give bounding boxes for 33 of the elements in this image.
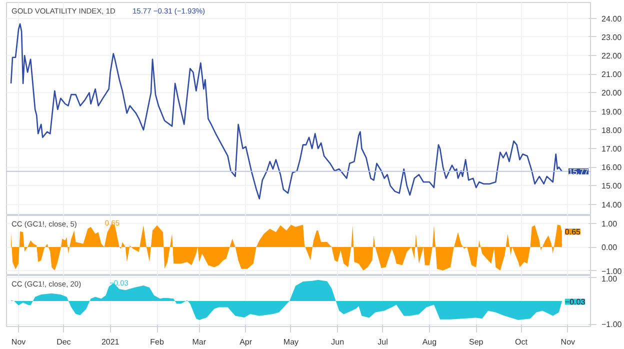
y-tick-label: 23.00 <box>602 32 622 42</box>
x-tick-label: Nov <box>11 338 26 346</box>
y-tick-label: −1.00 <box>602 266 622 276</box>
x-tick-label: Aug <box>422 338 437 346</box>
annotation: −0.03 <box>564 298 586 307</box>
y-tick-label: 14.00 <box>602 200 622 210</box>
y-tick-label: −1.00 <box>602 320 622 330</box>
x-tick-label: Feb <box>150 338 164 346</box>
y-tick-label: 16.00 <box>602 163 622 172</box>
y-tick-label: 22.00 <box>602 52 622 61</box>
x-tick-label: Jul <box>378 338 388 346</box>
y-tick-label: 19.00 <box>602 107 622 116</box>
y-tick-label: 0.00 <box>602 243 618 252</box>
y-tick-label: 15.00 <box>602 182 622 191</box>
y-tick-label: 17.00 <box>602 144 622 154</box>
ref-line-label: 15.77 <box>568 167 590 176</box>
y-tick-label: 18.00 <box>602 126 622 135</box>
x-tick-label: Apr <box>240 338 252 346</box>
x-tick-label: Jun <box>331 338 344 346</box>
y-tick-label: 1.00 <box>602 274 618 284</box>
x-tick-label: Dec <box>56 338 71 346</box>
y-tick-label: 1.00 <box>602 219 618 228</box>
line-series <box>10 23 563 200</box>
y-tick-label: 24.00 <box>602 14 622 24</box>
x-tick-label: Mar <box>192 338 206 346</box>
annotation: 0.65 <box>564 228 582 237</box>
y-tick-label: 21.00 <box>602 70 622 80</box>
x-tick-label: May <box>283 338 299 346</box>
x-tick-label: Sep <box>468 338 484 346</box>
y-tick-label: 20.00 <box>602 88 622 98</box>
x-tick-label: 2021 <box>101 338 120 346</box>
x-tick-label: Oct <box>515 338 528 346</box>
x-tick-label: Nov <box>560 338 576 346</box>
